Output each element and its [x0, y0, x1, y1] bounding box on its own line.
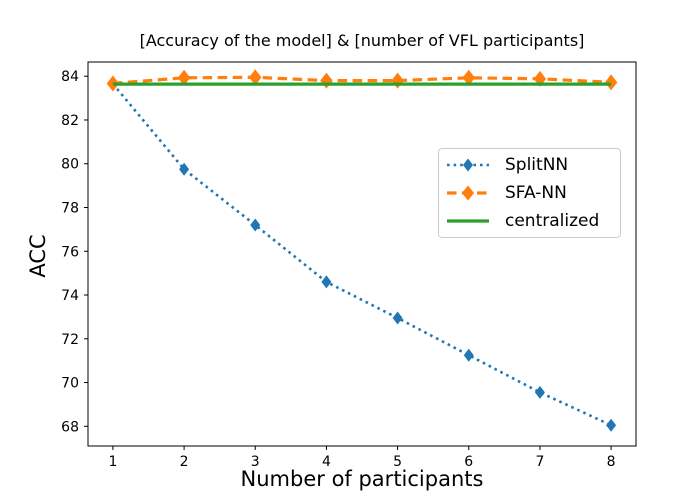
series-line-sfa-nn [112, 75, 612, 85]
marker-splitnn [250, 218, 261, 232]
marker-sfa-nn [249, 69, 262, 86]
legend: SplitNN SFA-NN centralized [438, 148, 621, 238]
legend-item-splitnn: SplitNN [446, 151, 620, 179]
y-axis-label: ACC [26, 234, 50, 278]
marker-splitnn [321, 275, 332, 289]
legend-item-sfann: SFA-NN [446, 179, 620, 207]
y-tick-label: 70 [61, 376, 79, 392]
marker-sfa-nn [604, 74, 618, 91]
legend-label-sfann: SFA-NN [505, 183, 567, 203]
sfann-line-sample-icon [447, 185, 489, 201]
marker-splitnn [392, 311, 403, 325]
x-tick-label: 1 [108, 454, 117, 470]
x-tick-label: 3 [251, 454, 260, 470]
x-tick-label: 2 [180, 454, 189, 470]
chart-title: [Accuracy of the model] & [number of VFL… [139, 31, 585, 50]
y-tick-label: 68 [61, 419, 79, 435]
plot-spines [87, 61, 637, 447]
x-tick-label: 5 [393, 454, 402, 470]
legend-item-centralized: centralized [446, 207, 620, 235]
series-line-splitnn [111, 83, 612, 427]
marker-splitnn [463, 348, 474, 362]
marker-sfa-nn [320, 72, 333, 89]
y-tick-label: 80 [61, 157, 79, 173]
y-tick-label: 78 [61, 201, 79, 217]
x-tick-label: 4 [322, 454, 331, 470]
centralized-line-sample-icon [447, 219, 489, 223]
legend-label-centralized: centralized [505, 211, 600, 231]
marker-splitnn [606, 418, 617, 432]
y-tick-label: 74 [61, 288, 79, 304]
marker-sfa-nn [462, 69, 475, 86]
splitnn-line-sample-icon [447, 158, 489, 172]
y-tick-label: 82 [61, 113, 79, 129]
marker-sfa-nn [391, 72, 404, 89]
marker-splitnn [179, 162, 190, 176]
y-tick-label: 76 [61, 244, 79, 260]
x-axis-label: Number of participants [240, 467, 484, 491]
marker-sfa-nn [177, 69, 191, 86]
x-tick-label: 8 [607, 454, 616, 470]
marker-splitnn [534, 385, 545, 399]
legend-label-splitnn: SplitNN [505, 155, 569, 175]
y-tick-label: 72 [61, 332, 79, 348]
x-tick-label: 6 [464, 454, 473, 470]
x-tick-label: 7 [535, 454, 544, 470]
y-tick-label: 84 [61, 69, 79, 85]
